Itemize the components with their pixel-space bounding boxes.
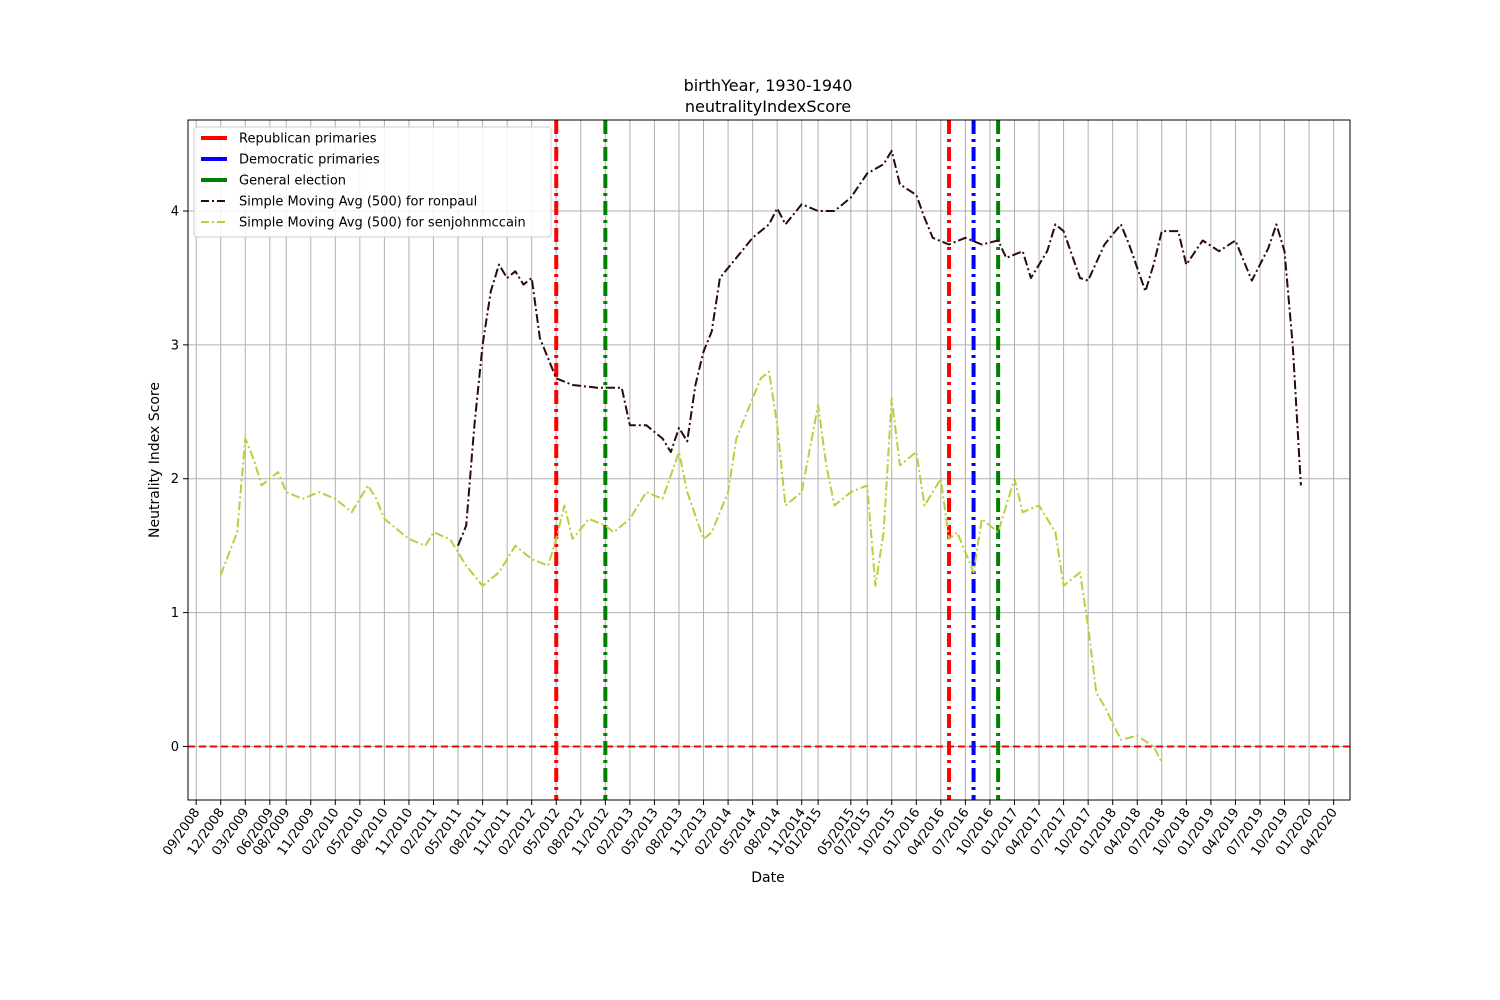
chart-title: birthYear, 1930-1940 [684, 76, 853, 95]
y-tick-label: 0 [171, 740, 179, 755]
legend-label: Simple Moving Avg (500) for ronpaul [239, 195, 477, 210]
chart-subtitle: neutralityIndexScore [685, 97, 851, 116]
series-line [457, 149, 1302, 547]
y-axis-ticks: 0 1 2 3 4 [171, 205, 188, 755]
y-tick-label: 1 [171, 606, 179, 621]
data-series [219, 149, 1302, 763]
legend-label: General election [239, 174, 346, 189]
legend-label: Democratic primaries [239, 153, 380, 168]
y-tick-label: 3 [171, 338, 179, 353]
legend: Republican primaries Democratic primaries… [193, 126, 552, 238]
y-tick-label: 2 [171, 472, 179, 487]
x-axis-ticks: 09/200812/200803/200906/200908/200911/20… [160, 800, 1341, 859]
y-axis-label: Neutrality Index Score [147, 382, 163, 538]
y-tick-label: 4 [171, 205, 179, 220]
x-axis-label: Date [751, 870, 784, 886]
legend-label: Republican primaries [239, 132, 377, 147]
legend-box [193, 126, 552, 238]
series-line [219, 370, 1163, 763]
legend-label: Simple Moving Avg (500) for senjohnmccai… [239, 216, 526, 231]
plot-frame [187, 119, 1351, 801]
reference-lines [188, 120, 1350, 800]
